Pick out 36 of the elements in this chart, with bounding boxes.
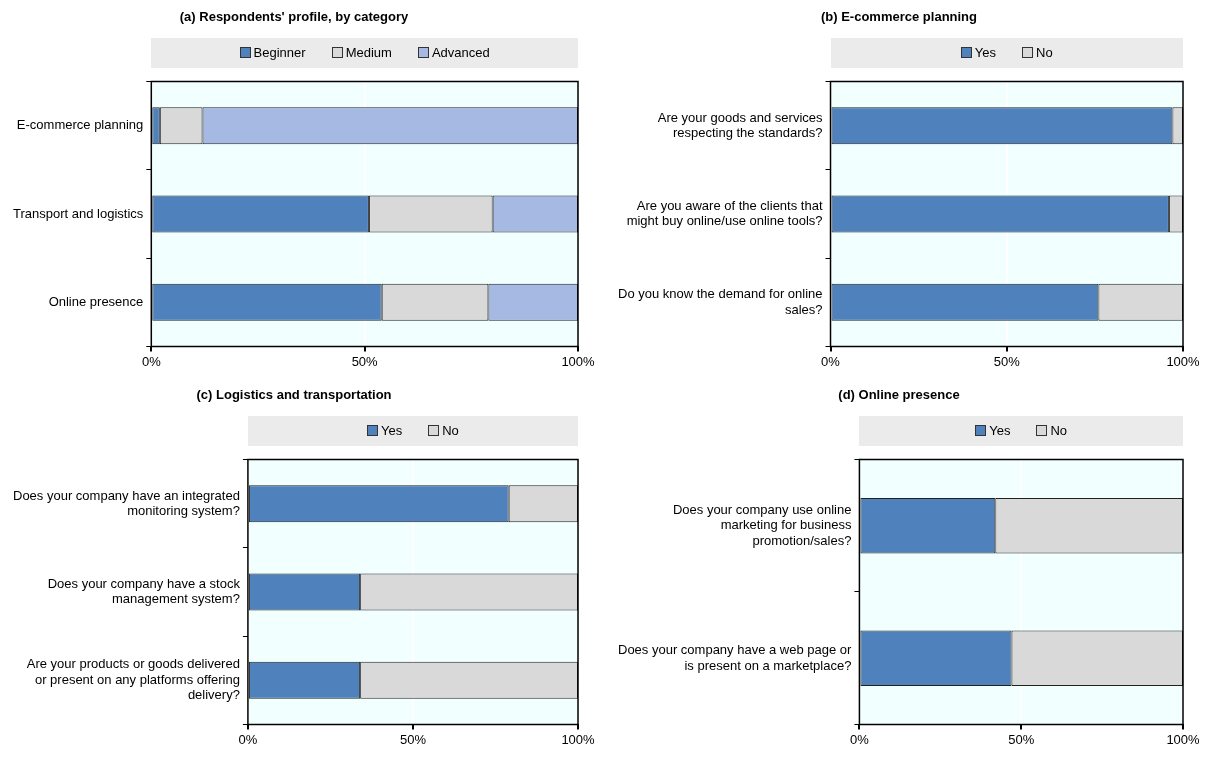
y-tick-label: E-commerce planning <box>16 117 144 133</box>
legend-label: No <box>1036 45 1053 61</box>
x-tick-label: 100% <box>561 353 596 369</box>
chart-title: (b) E-commerce planning <box>820 9 978 25</box>
chart-title: (c) Logistics and transportation <box>196 387 392 403</box>
legend-label: Beginner <box>253 45 306 61</box>
x-tick-label: 0% <box>141 353 162 369</box>
x-tick-label: 50% <box>1008 731 1035 747</box>
x-tick-label: 50% <box>399 731 427 747</box>
y-tick-label: Are you aware of the clients that might buy online/use online tools? <box>626 197 823 229</box>
legend-label: Advanced <box>431 45 490 61</box>
legend-label: Medium <box>345 45 392 61</box>
x-tick-label: 0% <box>850 731 870 747</box>
x-tick-label: 100% <box>1166 353 1201 369</box>
x-tick-label: 100% <box>1166 731 1201 747</box>
y-tick-label: Does your company have a web page or is present on a marketplace? <box>617 641 853 673</box>
chart-title: (a) Respondents' profile, by category <box>179 9 409 25</box>
y-tick-label: Transport and logistics <box>12 205 144 221</box>
legend-label: No <box>442 423 459 439</box>
y-tick-label: Does your company have an integrated monitoring system? <box>12 487 240 519</box>
y-tick-label: Does your company have a stock management system? <box>47 575 241 607</box>
x-tick-label: 50% <box>351 353 379 369</box>
y-tick-label: Online presence <box>48 293 144 309</box>
y-tick-label: Do you know the demand for online sales? <box>618 286 823 317</box>
chart-title: (d) Online presence <box>838 387 960 403</box>
y-tick-label: Are your products or goods delivered or present on any platforms offering delivery? <box>26 656 240 703</box>
y-tick-label: Are your goods and services respecting the standards? <box>657 109 823 141</box>
x-tick-label: 50% <box>993 353 1021 369</box>
y-tick-label: Does your company use online marketing for business promotion/sales? <box>672 501 852 548</box>
x-tick-label: 100% <box>561 731 596 747</box>
legend-label: Yes <box>974 45 997 61</box>
x-tick-label: 0% <box>821 353 841 369</box>
legend-label: Yes <box>381 423 403 439</box>
legend-label: No <box>1050 423 1068 439</box>
legend-label: Yes <box>989 423 1011 439</box>
x-tick-label: 0% <box>238 731 258 747</box>
